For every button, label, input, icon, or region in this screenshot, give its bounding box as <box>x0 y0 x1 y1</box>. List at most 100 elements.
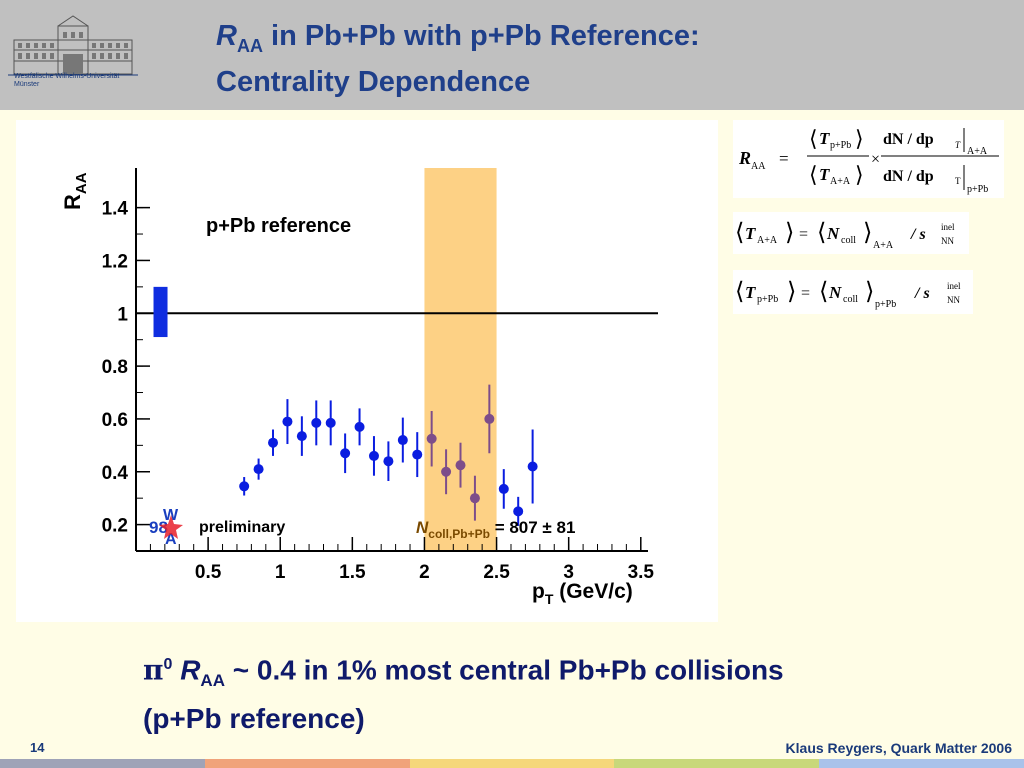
svg-text:NN: NN <box>941 236 954 246</box>
conclusion-text: π0 RAA ~ 0.4 in 1% most central Pb+Pb co… <box>143 653 784 734</box>
svg-text:98: 98 <box>149 518 168 537</box>
svg-text:⟩: ⟩ <box>855 126 864 151</box>
svg-text:=: = <box>801 285 810 302</box>
preliminary-label: preliminary <box>199 519 285 536</box>
svg-text:=: = <box>779 149 789 168</box>
page-number: 14 <box>30 740 45 755</box>
x-tick-label: 2 <box>419 562 430 583</box>
y-axis-label: RAA <box>60 172 90 210</box>
svg-text:N: N <box>828 283 842 302</box>
x-axis-label: pT (GeV/c) <box>532 580 633 607</box>
footer-bar-segment <box>0 759 205 768</box>
footer-bar-segment <box>204 759 410 768</box>
raa-definition-formula: R AA = ⟨ T p+Pb ⟩ ⟨ T A+A ⟩ × dN / dp T … <box>733 120 1004 198</box>
svg-text:T: T <box>819 165 830 184</box>
data-point <box>455 460 466 471</box>
university-name: Westfälische Wilhelms-Universität Münste… <box>14 73 120 88</box>
data-point <box>268 437 279 448</box>
data-point <box>484 413 495 424</box>
svg-text:⟨: ⟨ <box>817 220 826 246</box>
ncoll-label: Ncoll,Pb+Pb = 807 ± 81 <box>416 518 575 541</box>
svg-text:⟩: ⟩ <box>865 279 874 305</box>
chart-panel: 0.2 0.4 0.6 0.8 1 1.2 1.4 0.5 1 1.5 2 2.5 3 3.5 p+Pb … <box>16 120 718 622</box>
wa98-logo: 98 W A <box>149 507 183 548</box>
x-tick-label: 1 <box>275 562 286 583</box>
y-tick-label: 1.4 <box>102 199 129 220</box>
svg-text:⟩: ⟩ <box>863 220 872 246</box>
svg-text:⟨: ⟨ <box>819 279 828 305</box>
svg-text:A+A: A+A <box>757 235 778 246</box>
footer-author: Klaus Reygers, Quark Matter 2006 <box>785 740 1012 756</box>
data-point <box>498 483 509 494</box>
data-point <box>368 450 379 461</box>
data-point <box>383 456 394 467</box>
svg-text:dN / dp: dN / dp <box>883 168 934 185</box>
data-point <box>426 433 437 444</box>
svg-text:⟩: ⟩ <box>785 220 794 246</box>
svg-text:A+A: A+A <box>873 240 894 251</box>
normalization-uncertainty-box <box>153 286 168 338</box>
svg-text:coll: coll <box>843 294 858 305</box>
data-point <box>253 464 264 475</box>
svg-text:⟨: ⟨ <box>735 279 744 305</box>
y-tick-label: 1 <box>117 304 128 325</box>
university-building-logo <box>8 15 138 76</box>
svg-text:T: T <box>745 283 756 302</box>
svg-text:R: R <box>738 148 751 168</box>
chart-annotation: p+Pb reference <box>206 215 351 237</box>
y-tick-label: 0.6 <box>102 410 128 431</box>
data-point <box>513 506 524 517</box>
svg-text:RAA: RAA <box>60 172 90 210</box>
data-point <box>397 435 408 446</box>
data-point <box>239 481 250 492</box>
svg-text:T: T <box>955 176 961 186</box>
data-point <box>296 431 307 442</box>
svg-text:A+A: A+A <box>967 146 988 157</box>
y-tick-label: 0.8 <box>102 357 128 378</box>
svg-text:×: × <box>871 151 880 168</box>
svg-text:=: = <box>799 226 808 243</box>
data-point <box>469 493 480 504</box>
data-point <box>412 449 423 460</box>
svg-text:dN / dp: dN / dp <box>883 131 934 148</box>
slide-header: Westfälische Wilhelms-Universität Münste… <box>0 0 1024 110</box>
svg-text:T: T <box>955 140 961 150</box>
footer-color-bar <box>0 759 1024 768</box>
y-tick-label: 0.4 <box>102 463 129 484</box>
svg-text:/ s: / s <box>910 226 926 243</box>
y-tick-label: 0.2 <box>102 516 128 537</box>
x-tick-label: 0.5 <box>195 562 222 583</box>
x-tick-label: 1.5 <box>339 562 366 583</box>
slide-title: RAA in Pb+Pb with p+Pb Reference: Centra… <box>216 20 700 98</box>
svg-text:p+Pb: p+Pb <box>875 299 896 310</box>
svg-text:T: T <box>745 224 756 243</box>
x-tick-label: 3 <box>563 562 574 583</box>
pi-symbol: π <box>143 653 164 687</box>
svg-text:AA: AA <box>751 161 766 172</box>
svg-text:inel: inel <box>947 281 961 291</box>
svg-text:⟨: ⟨ <box>735 220 744 246</box>
raa-chart: 0.2 0.4 0.6 0.8 1 1.2 1.4 0.5 1 1.5 2 2.5 3 3.5 p+Pb … <box>60 168 658 607</box>
data-point <box>311 417 322 428</box>
data-point <box>325 417 336 428</box>
highlight-band <box>424 168 497 551</box>
footer-bar-segment <box>409 759 615 768</box>
svg-text:N: N <box>826 224 840 243</box>
svg-text:p+Pb: p+Pb <box>830 140 851 151</box>
svg-text:coll: coll <box>841 235 856 246</box>
svg-text:p+Pb: p+Pb <box>757 294 778 305</box>
x-tick-label: 3.5 <box>628 562 655 583</box>
svg-text:A+A: A+A <box>830 176 851 187</box>
svg-text:⟨: ⟨ <box>809 126 818 151</box>
data-point <box>441 466 452 477</box>
svg-text:⟩: ⟩ <box>787 279 796 305</box>
data-point <box>527 461 538 472</box>
data-point <box>282 416 293 427</box>
svg-text:/ s: / s <box>914 285 930 302</box>
svg-text:T: T <box>819 129 830 148</box>
footer-bar-segment <box>819 759 1024 768</box>
tppb-formula: ⟨ T p+Pb ⟩ = ⟨ N coll ⟩ p+Pb / s inel NN <box>733 270 973 314</box>
footer-bar-segment <box>614 759 820 768</box>
svg-text:⟩: ⟩ <box>855 162 864 187</box>
svg-text:⟨: ⟨ <box>809 162 818 187</box>
